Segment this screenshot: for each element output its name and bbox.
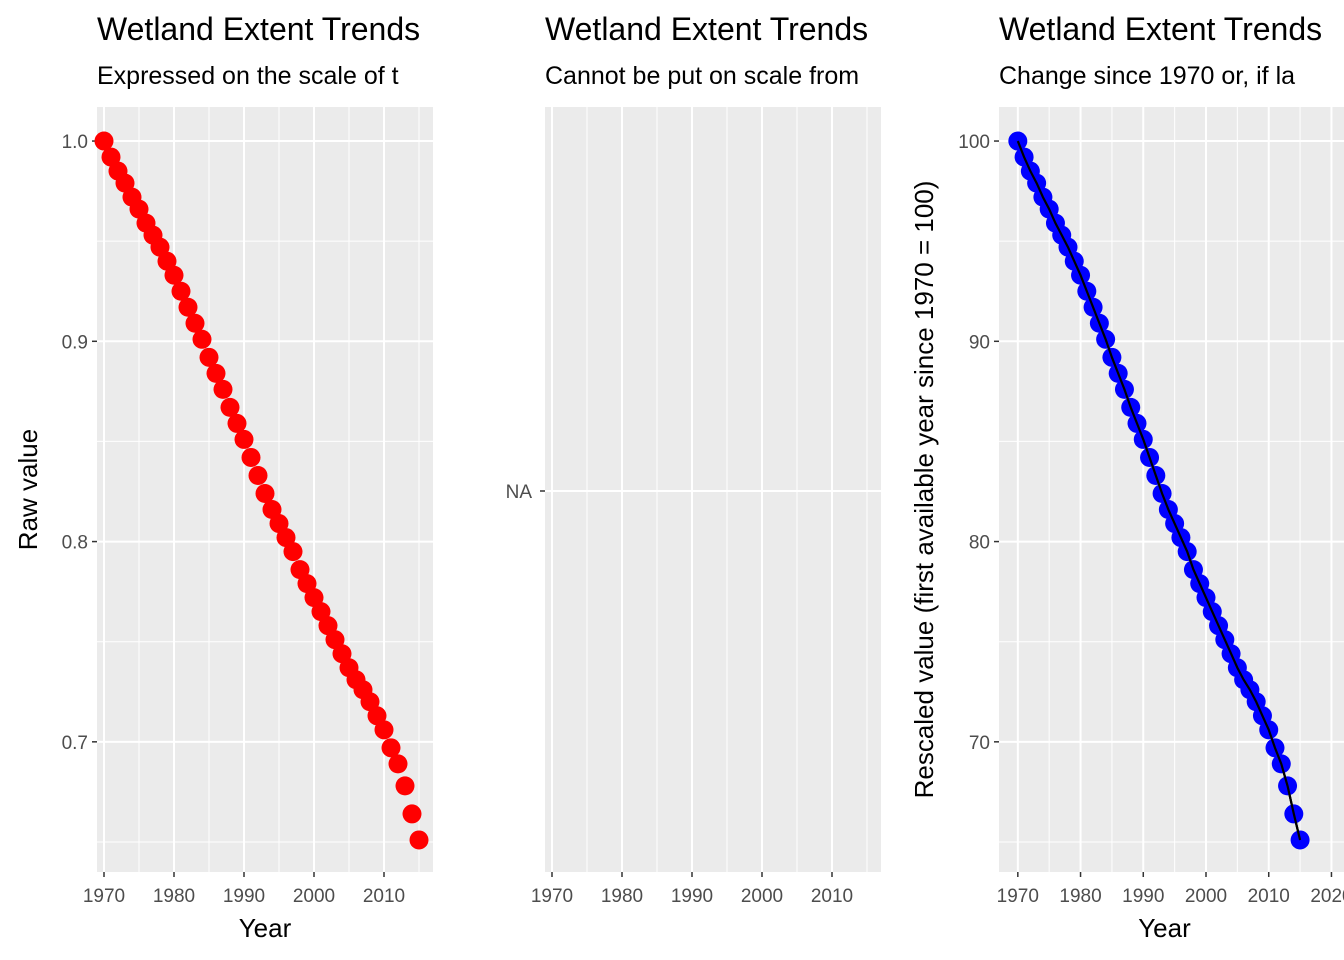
y-tick-label: 0.9 [62,332,88,353]
data-point [227,413,247,433]
x-tick-label: 1970 [531,886,573,907]
data-point [171,281,191,301]
x-tick-label: 1990 [1122,886,1164,907]
panel-2: Wetland Extent Trends Cannot be put on sc… [506,11,881,907]
data-point [199,347,219,367]
y-tick-label: 80 [969,533,990,554]
data-point [388,754,408,774]
y-tick-label: 100 [958,132,990,153]
data-point [304,588,324,608]
x-tick-label: 2000 [1185,886,1227,907]
data-point [241,447,261,467]
x-tick-label: 1980 [1059,886,1101,907]
data-point [297,574,317,594]
y-tick-label: NA [506,482,533,503]
data-point [164,265,184,285]
x-tick-label: 1970 [997,886,1039,907]
y-axis-title: Rescaled value (first available year sin… [909,181,939,799]
data-point [276,528,296,548]
x-tick-label: 2000 [741,886,783,907]
data-point [290,560,310,580]
x-tick-label: 2010 [1248,886,1290,907]
data-point [234,429,254,449]
data-point [178,297,198,317]
data-point [332,644,352,664]
y-tick-label: 90 [969,332,990,353]
y-tick-label: 70 [969,733,990,754]
data-point [150,237,170,257]
data-point [283,542,303,562]
panel-1: Wetland Extent Trends Expressed on the sc… [13,11,433,943]
y-tick-label: 0.7 [62,733,88,754]
panel-title: Wetland Extent Trends [999,11,1322,47]
data-point [311,602,331,622]
x-tick-label: 2020 [1310,886,1344,907]
x-tick-label: 1990 [223,886,265,907]
gridlines [545,107,881,872]
data-point [269,514,289,534]
panel-subtitle: Change since 1970 or, if la [999,62,1295,90]
data-point [115,173,135,193]
data-point [262,500,282,520]
data-point [374,720,394,740]
x-tick-label: 2000 [293,886,335,907]
x-tick-label: 2010 [811,886,853,907]
x-tick-label: 1990 [671,886,713,907]
plot-background [545,107,881,872]
data-marks [1008,131,1310,850]
data-point [409,830,429,850]
panel-subtitle: Expressed on the scale of t [97,62,399,90]
y-tick-label: 1.0 [62,132,88,153]
data-point [220,397,240,417]
data-point [248,465,268,485]
data-point [213,379,233,399]
data-point [129,199,149,219]
panel-subtitle: Cannot be put on scale from [545,62,859,90]
data-point [318,616,338,636]
data-point [192,329,212,349]
series-line-overlay [1016,140,1302,841]
data-point [367,706,387,726]
panel-3: Wetland Extent Trends Change since 1970 o… [909,11,1344,943]
x-axis-title: Year [1138,913,1191,943]
data-point [381,738,401,758]
data-marks [94,131,429,850]
data-point [325,630,345,650]
panel-title: Wetland Extent Trends [97,11,420,47]
x-axis-title: Year [239,913,292,943]
data-point [255,484,275,504]
data-point [101,147,121,167]
data-point [206,363,226,383]
y-axis-title: Raw value [13,429,43,550]
data-point [157,251,177,271]
x-tick-label: 1970 [83,886,125,907]
data-point [360,692,380,712]
y-tick-label: 0.8 [62,533,88,554]
panel-title: Wetland Extent Trends [545,11,868,47]
x-tick-label: 1980 [153,886,195,907]
x-tick-label: 2010 [363,886,405,907]
data-point [94,131,114,151]
x-tick-label: 1980 [601,886,643,907]
data-point [402,804,422,824]
data-point [395,776,415,796]
data-point [185,313,205,333]
